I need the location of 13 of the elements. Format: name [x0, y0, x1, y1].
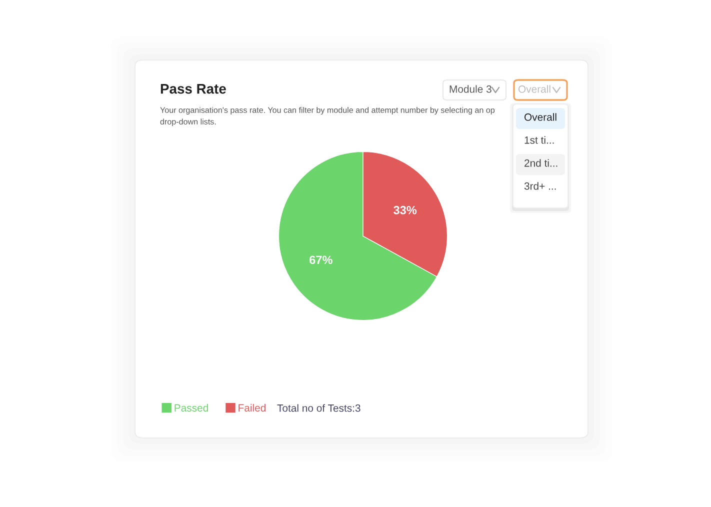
chart-title: Pass Rate — [160, 84, 226, 94]
chart-subtitle: Your organisation's pass rate. You can filter by module and attempt number by selecting an op drop-down lists. — [160, 107, 495, 126]
text: 3rd+ ... — [524, 182, 556, 190]
legend-label: Passed — [174, 404, 208, 412]
text: 2nd ti... — [524, 159, 558, 167]
text: Total no of Tests:3 — [277, 404, 360, 412]
text: Module 3 — [450, 85, 492, 93]
data-label: 33% — [394, 206, 417, 214]
text: Overall — [524, 113, 556, 121]
legend-label: Failed — [238, 404, 266, 412]
data-label: 67% — [310, 256, 332, 264]
text: Overall — [518, 85, 550, 93]
text: 1st ti... — [524, 136, 554, 144]
